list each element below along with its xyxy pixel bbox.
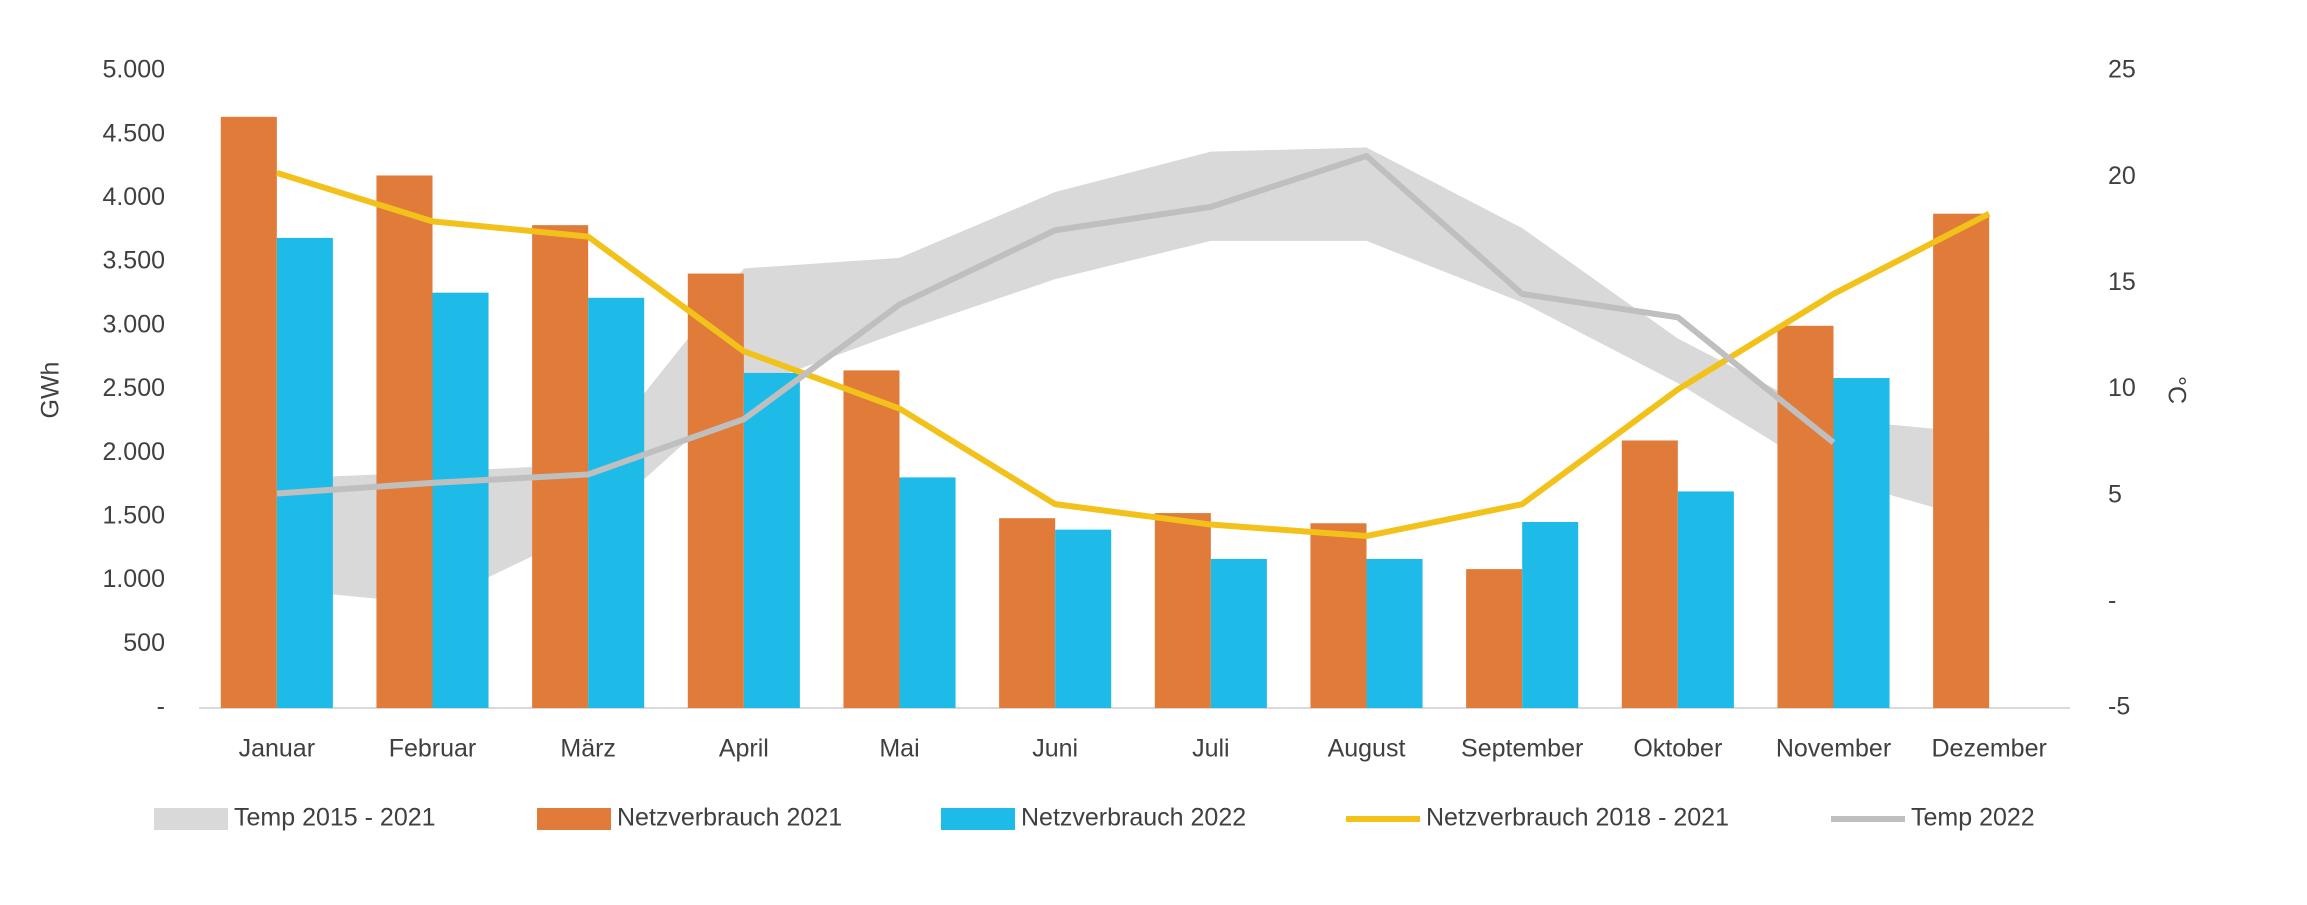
bar bbox=[1621, 440, 1678, 708]
y-tick-label: 3.500 bbox=[102, 247, 165, 275]
legend-swatch bbox=[941, 808, 1015, 830]
bar bbox=[1154, 513, 1211, 708]
y-tick-label: 1.000 bbox=[102, 565, 165, 593]
bar bbox=[532, 225, 589, 709]
legend-swatch bbox=[154, 808, 228, 830]
line bbox=[275, 170, 1991, 540]
legend-label: Netzverbrauch 2018 - 2021 bbox=[1426, 804, 1729, 832]
x-tick-label: Februar bbox=[389, 735, 477, 763]
x-tick-label: November bbox=[1776, 735, 1891, 763]
y-tick-label: 1.500 bbox=[102, 502, 165, 530]
bar bbox=[588, 297, 645, 708]
x-tick-label: Mai bbox=[879, 735, 919, 763]
y-tick-label: 2.000 bbox=[102, 438, 165, 466]
x-tick-label: Januar bbox=[239, 735, 315, 763]
y2-tick-label: 10 bbox=[2108, 374, 2136, 402]
bar bbox=[687, 273, 744, 708]
x-tick-label: Juni bbox=[1032, 735, 1078, 763]
bar bbox=[843, 370, 900, 708]
y-tick-label: 5.000 bbox=[102, 56, 165, 84]
x-tick-label: September bbox=[1461, 735, 1583, 763]
bar bbox=[1777, 325, 1834, 708]
legend-label: Temp 2022 bbox=[1911, 804, 2035, 832]
legend-swatch bbox=[537, 808, 611, 830]
bar bbox=[1522, 521, 1579, 708]
bar bbox=[1833, 378, 1890, 708]
bar bbox=[1933, 213, 1990, 709]
y2-tick-label: 20 bbox=[2108, 162, 2136, 190]
x-tick-label: August bbox=[1328, 735, 1406, 763]
bar bbox=[376, 175, 433, 708]
y-tick-label: 500 bbox=[123, 629, 165, 657]
y2-tick-label: 5 bbox=[2108, 480, 2122, 508]
y-tick-label: 4.500 bbox=[102, 119, 165, 147]
y2-tick-label: 15 bbox=[2108, 268, 2136, 296]
bar bbox=[1366, 558, 1423, 708]
legend-label: Netzverbrauch 2022 bbox=[1021, 804, 1246, 832]
y2-tick-label: 25 bbox=[2108, 56, 2136, 84]
line bbox=[276, 152, 1836, 497]
bar bbox=[899, 477, 956, 708]
y-tick-label: 2.500 bbox=[102, 374, 165, 402]
bar bbox=[743, 372, 800, 708]
x-tick-label: April bbox=[719, 735, 769, 763]
x-tick-label: Dezember bbox=[1932, 735, 2047, 763]
legend-label: Temp 2015 - 2021 bbox=[234, 804, 436, 832]
temp-band bbox=[276, 147, 1990, 604]
x-tick-label: März bbox=[560, 735, 616, 763]
legend-label: Netzverbrauch 2021 bbox=[617, 804, 842, 832]
y2-tick-label: - bbox=[2108, 586, 2116, 614]
bar bbox=[1677, 491, 1734, 708]
x-tick-label: Oktober bbox=[1633, 735, 1722, 763]
bar bbox=[432, 292, 489, 708]
y-tick-label: 4.000 bbox=[102, 183, 165, 211]
y-tick-label: 3.000 bbox=[102, 310, 165, 338]
y-axis-title: GWh bbox=[37, 362, 65, 419]
bar bbox=[276, 237, 333, 709]
y-tick-label: - bbox=[157, 693, 165, 721]
y2-tick-label: -5 bbox=[2108, 693, 2130, 721]
bar bbox=[220, 116, 277, 708]
bar bbox=[1466, 569, 1523, 708]
bar bbox=[1210, 558, 1267, 708]
bar bbox=[1310, 523, 1367, 708]
bar bbox=[1055, 529, 1112, 708]
x-tick-label: Juli bbox=[1192, 735, 1230, 763]
bar bbox=[999, 518, 1056, 708]
y2-axis-title: °C bbox=[2162, 376, 2190, 404]
